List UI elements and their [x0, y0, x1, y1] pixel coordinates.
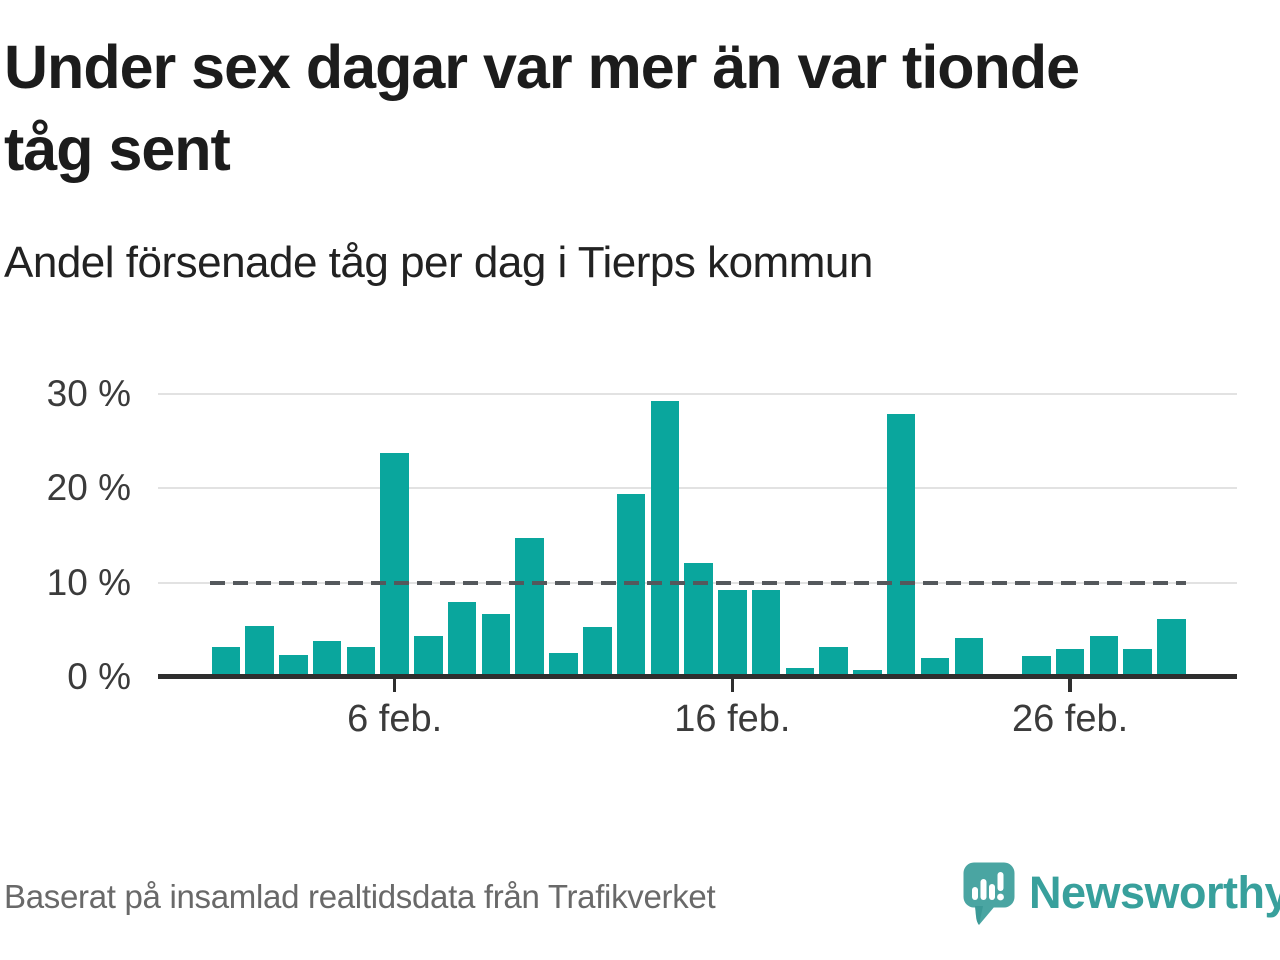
bar-4 feb.: [312, 641, 342, 678]
source-note: Baserat på insamlad realtidsdata från Tr…: [4, 878, 716, 915]
bar-22 feb.: [920, 658, 950, 678]
bar-26 feb.: [1055, 648, 1085, 678]
bar-2 feb.: [245, 626, 274, 678]
y-axis-label: 30 %: [46, 372, 131, 414]
bar-17 feb.: [751, 590, 781, 678]
bar-14 feb.: [650, 401, 680, 678]
bar-16 feb.: [718, 590, 747, 678]
gridline-20: [158, 487, 1237, 489]
bar-23 feb.: [954, 638, 984, 678]
bar-21 feb.: [886, 414, 916, 678]
x-axis-label: 26 feb.: [1011, 698, 1129, 740]
x-tick-mark: [730, 678, 735, 692]
bar-28 feb.: [1123, 648, 1152, 678]
y-axis-label: 0 %: [67, 656, 131, 697]
page-title: Under sex dagar var mer än var tionde tå…: [4, 33, 1080, 184]
bar-12 feb.: [583, 627, 612, 678]
bar-25 feb.: [1022, 656, 1051, 678]
bar-6 feb.: [380, 453, 409, 678]
bar-29 feb.: [1157, 619, 1186, 678]
bar-1 feb.: [211, 646, 241, 678]
bar-8 feb.: [447, 601, 477, 678]
x-axis-line: [158, 674, 1237, 679]
bar-11 feb.: [549, 653, 578, 678]
newsworthy-logo-icon: [963, 862, 1015, 925]
threshold-line: [210, 580, 1186, 585]
gridline-30: [158, 392, 1237, 395]
bar-19 feb.: [819, 646, 848, 678]
bar-10 feb.: [515, 538, 544, 678]
logo-barchart-glyph: [972, 872, 1004, 901]
x-axis-label: 6 feb.: [347, 698, 443, 740]
logo-bubble: [963, 862, 1015, 908]
y-axis-label: 10 %: [46, 561, 131, 603]
chart-subtitle: Andel försenade tåg per dag i Tierps kom…: [4, 238, 873, 287]
brand-wordmark: Newsworthy: [1029, 867, 1280, 918]
bar-5 feb.: [346, 646, 376, 678]
x-tick-mark: [1068, 678, 1072, 692]
bar-3 feb.: [279, 655, 308, 678]
logo-tail-shade: [975, 906, 983, 925]
y-axis-label: 20 %: [46, 467, 131, 508]
bar-18 feb.: [785, 667, 815, 678]
x-axis-label: 16 feb.: [674, 698, 791, 740]
bar-9 feb.: [481, 613, 511, 678]
bar-27 feb.: [1089, 636, 1119, 678]
bar-20 feb.: [853, 669, 882, 678]
x-tick-mark: [392, 678, 397, 692]
bar-7 feb.: [414, 636, 443, 678]
bar-13 feb.: [616, 493, 646, 678]
